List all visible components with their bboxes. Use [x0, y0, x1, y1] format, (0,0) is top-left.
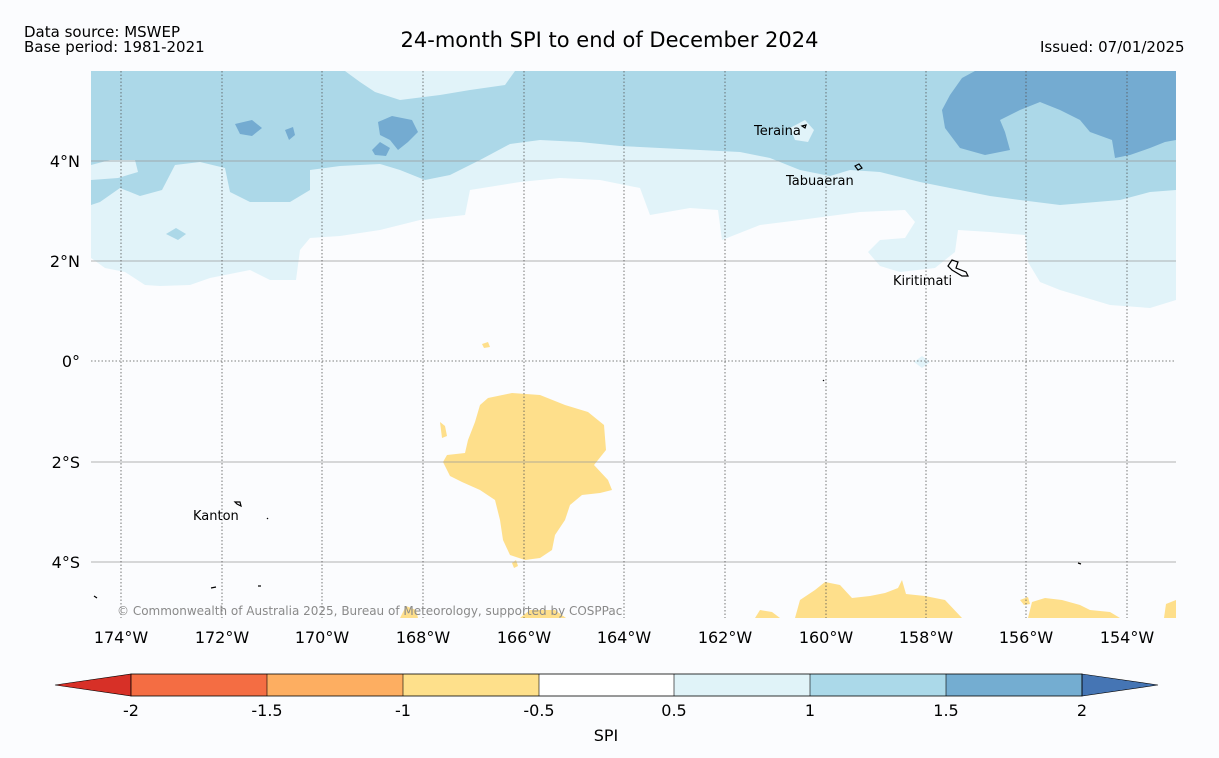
- spi-region-dry-south-d: [1020, 597, 1030, 605]
- longitude-tick-label: 172°W: [195, 628, 250, 647]
- spi-region-dry-speck-a: [440, 422, 447, 438]
- teraina-island: [800, 124, 807, 129]
- spi-region-dry-south-c: [1028, 598, 1120, 618]
- colorbar-seg-minus-0-5-to-0-5: [539, 674, 674, 696]
- spi-region-dry-south-b: [755, 610, 780, 618]
- longitude-tick-label: 164°W: [597, 628, 652, 647]
- place-label-kiritimati: Kiritimati: [893, 274, 952, 289]
- spi-region-dry-south-e: [1164, 600, 1176, 618]
- colorbar-tick-label: -1.5: [251, 701, 282, 720]
- colorbar-seg-minus-1-5-to-minus-1: [267, 674, 403, 696]
- spi-region-1-5-to-2-small-c: [235, 120, 262, 136]
- spi-region-dry-central: [443, 393, 612, 560]
- kanton-island: [233, 501, 242, 508]
- place-label-tabuaeran: Tabuaeran: [785, 174, 854, 189]
- longitude-tick-label: 156°W: [999, 628, 1054, 647]
- spi-region-1-5-to-2-small-d: [285, 127, 295, 140]
- colorbar-seg-minus-1-to-minus-0-5: [403, 674, 539, 696]
- longitude-tick-label: 160°W: [799, 628, 854, 647]
- spi-region-dry-south-g: [520, 610, 566, 618]
- colorbar-tick-label: -0.5: [523, 701, 554, 720]
- kiritimati-island: [947, 259, 969, 277]
- longitude-tick-label: 170°W: [295, 628, 350, 647]
- islet-f: [1077, 562, 1082, 565]
- place-label-kanton: Kanton: [193, 509, 239, 524]
- colorbar-tick-label: 1.5: [933, 701, 958, 720]
- spi-region-1-to-1-5: [91, 71, 1176, 205]
- colorbar-extend-high: [1081, 673, 1159, 697]
- spi-patch-0-5-to-1-teraina: [790, 120, 814, 142]
- latitude-labels: 4°N 2°N 0° 2°S 4°S: [50, 152, 80, 572]
- latitude-tick-label: 2°N: [50, 252, 80, 271]
- spi-region-dry-south-f: [400, 606, 418, 618]
- copyright-notice: © Commonwealth of Australia 2025, Bureau…: [117, 604, 622, 618]
- colorbar-tick-label: -1: [395, 701, 411, 720]
- latitude-tick-label: 4°S: [52, 553, 80, 572]
- islet-e: [822, 379, 825, 382]
- colorbar-tick-label: -2: [123, 701, 139, 720]
- longitude-tick-label: 162°W: [698, 628, 753, 647]
- tabuaeran-island: [854, 163, 863, 171]
- colorbar-tick-labels: -2 -1.5 -1 -0.5 0.5 1 1.5 2: [123, 701, 1087, 720]
- data-source-label: Data source: MSWEP: [24, 23, 181, 41]
- spi-region-1-5-to-2-east: [942, 71, 1176, 158]
- colorbar-tick-label: 0.5: [661, 701, 686, 720]
- spi-patch-0-5-to-1-west: [91, 160, 138, 180]
- longitude-tick-label: 154°W: [1100, 628, 1155, 647]
- longitude-tick-label: 174°W: [94, 628, 149, 647]
- colorbar-seg-0-5-to-1: [674, 674, 810, 696]
- spi-patch-0-5-to-1-north: [345, 71, 515, 100]
- colorbar-seg-minus-2-to-minus-1-5: [131, 674, 267, 696]
- longitude-tick-label: 168°W: [396, 628, 451, 647]
- issued-date-label: Issued: 07/01/2025: [1040, 38, 1185, 56]
- map-panel: Teraina Tabuaeran Kiritimati Kanton © Co…: [91, 71, 1176, 618]
- colorbar-tick-label: 1: [805, 701, 815, 720]
- spi-region-1-5-to-2-small-e: [166, 228, 186, 240]
- spi-region-dry-south-a: [795, 580, 962, 618]
- map-graticule: [91, 71, 1176, 618]
- longitude-labels: 174°W 172°W 170°W 168°W 166°W 164°W 162°W 160°W…: [94, 628, 1155, 647]
- colorbar-tick-label: 2: [1077, 701, 1087, 720]
- map-title: 24-month SPI to end of December 2024: [400, 28, 819, 52]
- island-outlines: [93, 124, 1082, 599]
- latitude-tick-label: 2°S: [52, 453, 80, 472]
- colorbar-frame: [130, 673, 1083, 697]
- spi-region-1-5-to-2-small-a: [378, 116, 418, 150]
- latitude-tick-label: 0°: [62, 352, 80, 371]
- place-label-teraina: Teraina: [753, 124, 801, 139]
- colorbar-label: SPI: [594, 726, 619, 745]
- islet-d: [93, 595, 98, 599]
- spi-region-1-5-to-2-small-b: [372, 142, 390, 156]
- longitude-tick-label: 158°W: [899, 628, 954, 647]
- colorbar-extend-low: [54, 673, 132, 697]
- latitude-tick-label: 4°N: [50, 152, 80, 171]
- colorbar-seg-1-to-1-5: [810, 674, 946, 696]
- spi-region-dry-speck-b: [482, 342, 490, 348]
- colorbar-seg-1-5-to-2: [946, 674, 1082, 696]
- spi-colorbar: -2 -1.5 -1 -0.5 0.5 1 1.5 2 SPI: [54, 673, 1159, 745]
- base-period-label: Base period: 1981-2021: [24, 38, 205, 56]
- islet-a: [266, 517, 269, 520]
- longitude-tick-label: 166°W: [497, 628, 552, 647]
- islet-b: [210, 586, 217, 589]
